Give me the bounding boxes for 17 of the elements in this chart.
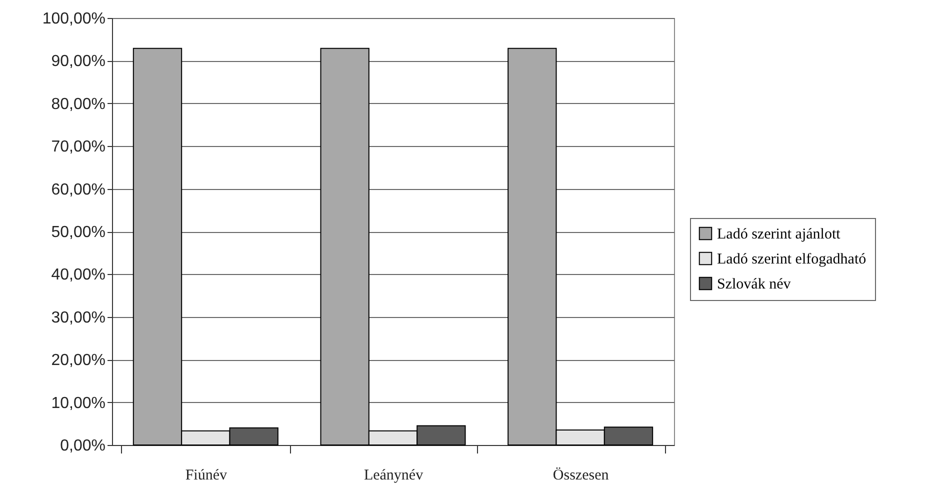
y-tick-label: 40,00% — [51, 266, 106, 284]
y-tick-label: 30,00% — [51, 309, 106, 326]
y-tick-label: 100,00% — [42, 10, 106, 28]
y-tick-label: 10,00% — [51, 394, 106, 412]
y-tick-label: 70,00% — [51, 138, 106, 156]
y-tick-label: 80,00% — [51, 96, 106, 113]
y-tick-label: 20,00% — [51, 352, 106, 370]
legend-label: Ladó szerint ajánlott — [717, 226, 842, 242]
x-tick-label: Fiúnév — [185, 468, 228, 484]
legend-label: Ladó szerint elfogadható — [717, 252, 866, 268]
x-tick-label: Leánynév — [364, 468, 424, 484]
y-tick-label: 0,00% — [60, 438, 106, 454]
y-tick-label: 50,00% — [51, 224, 106, 241]
y-tick-label: 90,00% — [51, 53, 106, 70]
legend-label: Szlovák név — [717, 276, 792, 292]
y-tick-label: 60,00% — [51, 181, 106, 198]
x-tick-label: Összesen — [552, 466, 610, 484]
